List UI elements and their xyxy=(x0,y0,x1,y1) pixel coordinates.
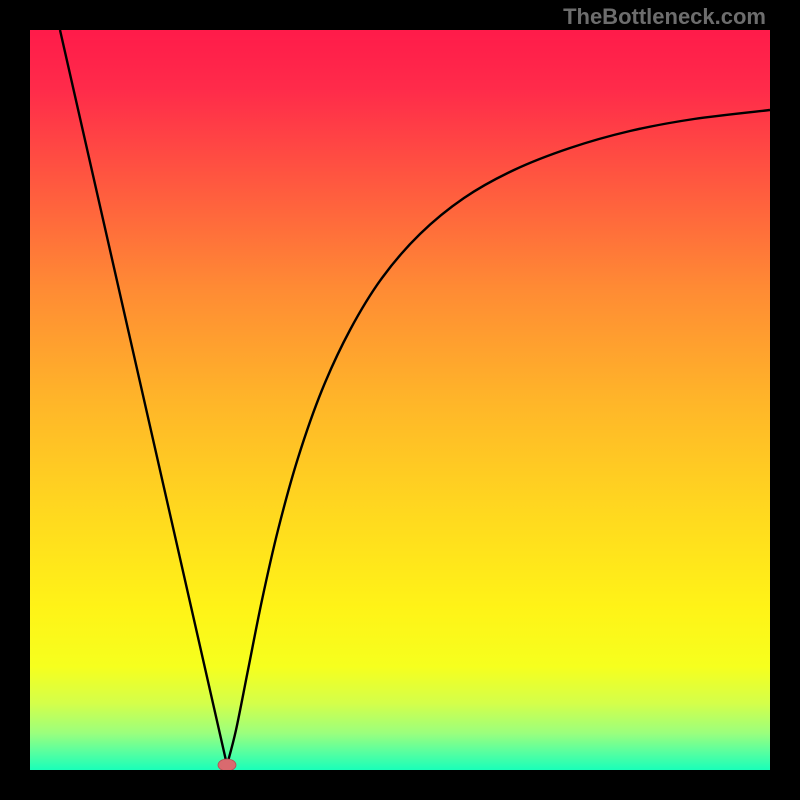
watermark-text: TheBottleneck.com xyxy=(563,4,766,30)
chart-svg xyxy=(30,30,770,770)
optimal-point-marker xyxy=(218,759,236,770)
plot-area xyxy=(30,30,770,770)
chart-frame: TheBottleneck.com xyxy=(0,0,800,800)
background-gradient xyxy=(30,30,770,770)
